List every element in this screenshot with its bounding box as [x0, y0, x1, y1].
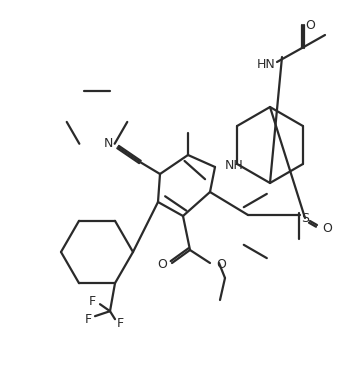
Text: F: F: [117, 317, 124, 330]
Text: O: O: [216, 257, 226, 270]
Text: O: O: [322, 221, 332, 234]
Text: O: O: [305, 19, 315, 32]
Text: NH: NH: [225, 158, 244, 171]
Text: N: N: [104, 137, 113, 150]
Text: S: S: [301, 211, 309, 224]
Text: F: F: [85, 313, 92, 326]
Text: HN: HN: [256, 58, 275, 70]
Text: O: O: [157, 257, 167, 270]
Text: F: F: [88, 295, 95, 308]
